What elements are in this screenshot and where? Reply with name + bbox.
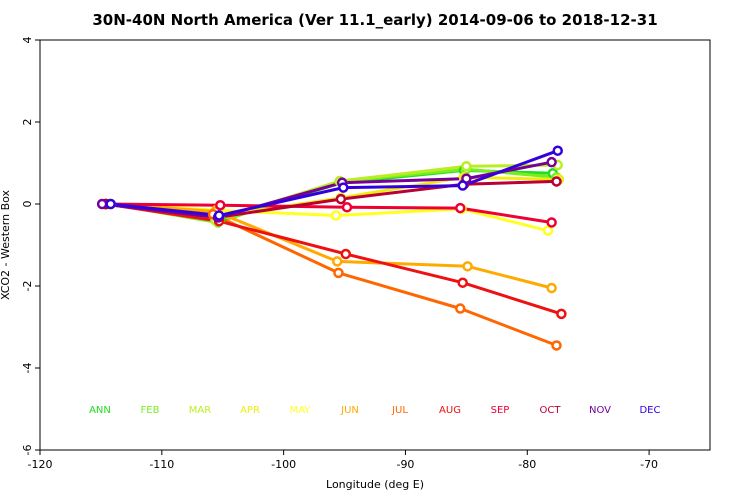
data-point-jun xyxy=(462,261,473,272)
data-point-dec xyxy=(213,210,225,221)
data-point-oct xyxy=(551,176,562,187)
legend-label-sep: SEP xyxy=(491,405,510,416)
data-point-sep xyxy=(215,199,226,211)
y-tick-label: 2 xyxy=(21,119,34,126)
legend-label-may: MAY xyxy=(290,405,312,416)
x-tick-label: -70 xyxy=(640,458,658,471)
legend-label-apr: APR xyxy=(240,405,260,416)
legend-label-dec: DEC xyxy=(639,405,660,416)
data-point-jul xyxy=(333,267,344,279)
data-point-aug xyxy=(340,248,352,260)
data-point-may xyxy=(542,225,554,236)
series-line-jul xyxy=(105,202,558,347)
data-point-dec xyxy=(457,180,468,191)
data-point-jun xyxy=(546,282,557,294)
y-tick-label: -4 xyxy=(21,363,34,374)
chart-title: 30N-40N North America (Ver 11.1_early) 2… xyxy=(92,11,657,29)
data-point-jun xyxy=(331,256,343,267)
x-tick-label: -90 xyxy=(396,458,414,471)
data-point-sep xyxy=(546,217,557,228)
series-markers xyxy=(96,145,567,351)
legend-label-jul: JUL xyxy=(391,405,408,416)
x-tick-label: -110 xyxy=(149,458,174,471)
y-axis-label: XCO2 - Western Box xyxy=(0,189,12,300)
data-point-nov xyxy=(96,198,108,210)
data-point-dec xyxy=(552,145,563,156)
data-point-aug xyxy=(457,277,468,288)
axes: -120 -110 -100 -90 -80 -70 -6 -4 -2 0 2 4 xyxy=(21,37,658,472)
y-tick-label: -2 xyxy=(21,281,34,292)
data-point-mar xyxy=(461,161,472,172)
y-tick-label: 4 xyxy=(21,37,34,44)
data-point-may xyxy=(330,210,342,221)
y-tick-label: 0 xyxy=(21,201,34,208)
legend-label-mar: MAR xyxy=(189,405,211,416)
plot-frame xyxy=(39,39,711,451)
x-axis-label: Longitude (deg E) xyxy=(326,478,424,491)
legend-label-jun: JUN xyxy=(340,405,359,416)
legend: ANN FEB MAR APR MAY JUN JUL AUG SEP OCT NOV DEC xyxy=(89,405,660,416)
data-point-jul xyxy=(551,340,562,351)
legend-label-aug: AUG xyxy=(439,405,461,416)
y-tick-label: -6 xyxy=(21,445,34,456)
data-point-dec xyxy=(105,198,116,210)
x-tick-label: -80 xyxy=(518,458,536,471)
legend-label-oct: OCT xyxy=(540,405,562,416)
data-point-aug xyxy=(556,308,567,320)
x-tick-label: -120 xyxy=(28,458,53,471)
data-point-sep xyxy=(455,202,466,214)
legend-label-nov: NOV xyxy=(589,405,611,416)
data-point-dec xyxy=(338,182,349,193)
legend-label-ann: ANN xyxy=(89,405,111,416)
data-point-oct xyxy=(335,193,347,205)
data-point-sep xyxy=(341,202,353,213)
data-point-jul xyxy=(455,303,466,314)
data-point-nov xyxy=(546,156,557,168)
x-tick-label: -100 xyxy=(271,458,296,471)
series-lines xyxy=(101,149,562,347)
legend-label-feb: FEB xyxy=(141,405,160,416)
